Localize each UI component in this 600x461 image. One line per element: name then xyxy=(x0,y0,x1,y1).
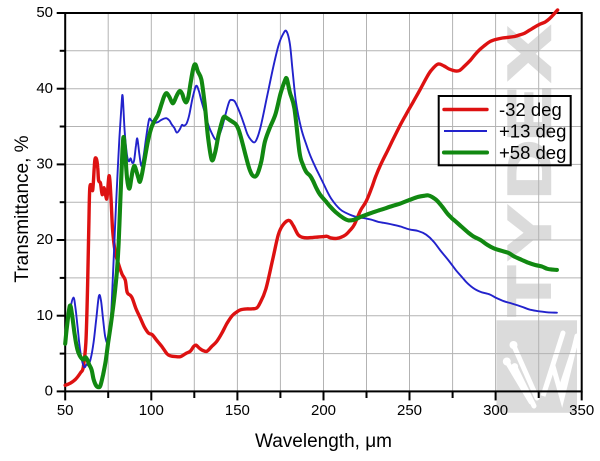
svg-text:250: 250 xyxy=(397,402,422,419)
svg-text:100: 100 xyxy=(139,402,164,419)
svg-text:350: 350 xyxy=(569,402,594,419)
svg-text:Transmittance, %: Transmittance, % xyxy=(12,135,33,282)
svg-text:+58 deg: +58 deg xyxy=(499,142,566,163)
svg-text:0: 0 xyxy=(45,383,53,400)
svg-text:50: 50 xyxy=(36,4,53,21)
svg-text:T: T xyxy=(496,266,563,316)
svg-text:300: 300 xyxy=(483,402,508,419)
svg-text:200: 200 xyxy=(311,402,336,419)
svg-text:Y: Y xyxy=(496,206,563,260)
svg-text:Wavelength, μm: Wavelength, μm xyxy=(255,431,392,452)
svg-text:+13 deg: +13 deg xyxy=(499,121,566,142)
svg-text:50: 50 xyxy=(57,402,74,419)
svg-text:30: 30 xyxy=(36,156,53,173)
svg-text:X: X xyxy=(496,26,563,81)
svg-text:40: 40 xyxy=(36,80,53,97)
svg-text:-32 deg: -32 deg xyxy=(499,99,562,120)
svg-text:D: D xyxy=(496,140,563,199)
svg-text:10: 10 xyxy=(36,307,53,324)
svg-text:150: 150 xyxy=(225,402,250,419)
svg-text:20: 20 xyxy=(36,231,53,248)
